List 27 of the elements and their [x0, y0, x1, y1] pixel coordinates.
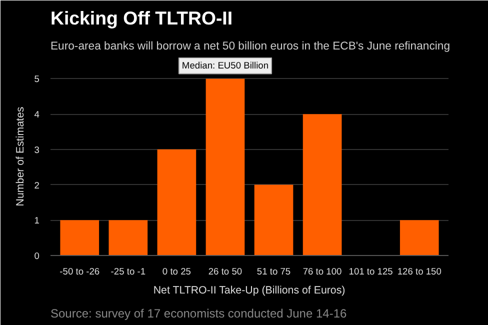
bar — [302, 114, 342, 256]
y-tick-label: 5 — [34, 74, 40, 84]
bar — [254, 184, 294, 256]
x-tick-label: -25 to -1 — [110, 266, 146, 276]
chart-title: Kicking Off TLTRO-II — [50, 8, 233, 28]
x-tick-label: 0 to 25 — [162, 266, 191, 276]
x-tick-label: -50 to -26 — [60, 266, 100, 276]
source-note: Source: survey of 17 economists conducted June 14-16 — [50, 306, 347, 320]
y-tick-label: 4 — [34, 110, 40, 120]
y-tick-label: 3 — [34, 144, 40, 155]
bar — [108, 220, 148, 256]
y-axis-title: Number of Estimates — [14, 106, 26, 206]
bar — [60, 220, 100, 256]
chart-subtitle: Euro-area banks will borrow a net 50 billion euros in the ECB's June refinancing — [50, 40, 450, 52]
x-tick-label: 101 to 125 — [348, 266, 393, 276]
x-tick-label: 51 to 75 — [256, 266, 291, 276]
y-tick-label: 0 — [34, 251, 40, 261]
x-tick-label: 126 to 150 — [397, 266, 442, 276]
annotation: Median: EU50 Billion — [182, 60, 269, 71]
bar — [206, 78, 245, 256]
y-tick-label: 2 — [34, 180, 40, 190]
bar — [400, 220, 439, 256]
x-axis-title: Net TLTRO-II Take-Up (Billions of Euros) — [153, 284, 346, 296]
y-tick-label: 1 — [34, 216, 40, 226]
bar — [157, 149, 196, 256]
x-tick-label: 76 to 100 — [302, 266, 342, 276]
x-tick-label: 26 to 50 — [208, 266, 242, 276]
